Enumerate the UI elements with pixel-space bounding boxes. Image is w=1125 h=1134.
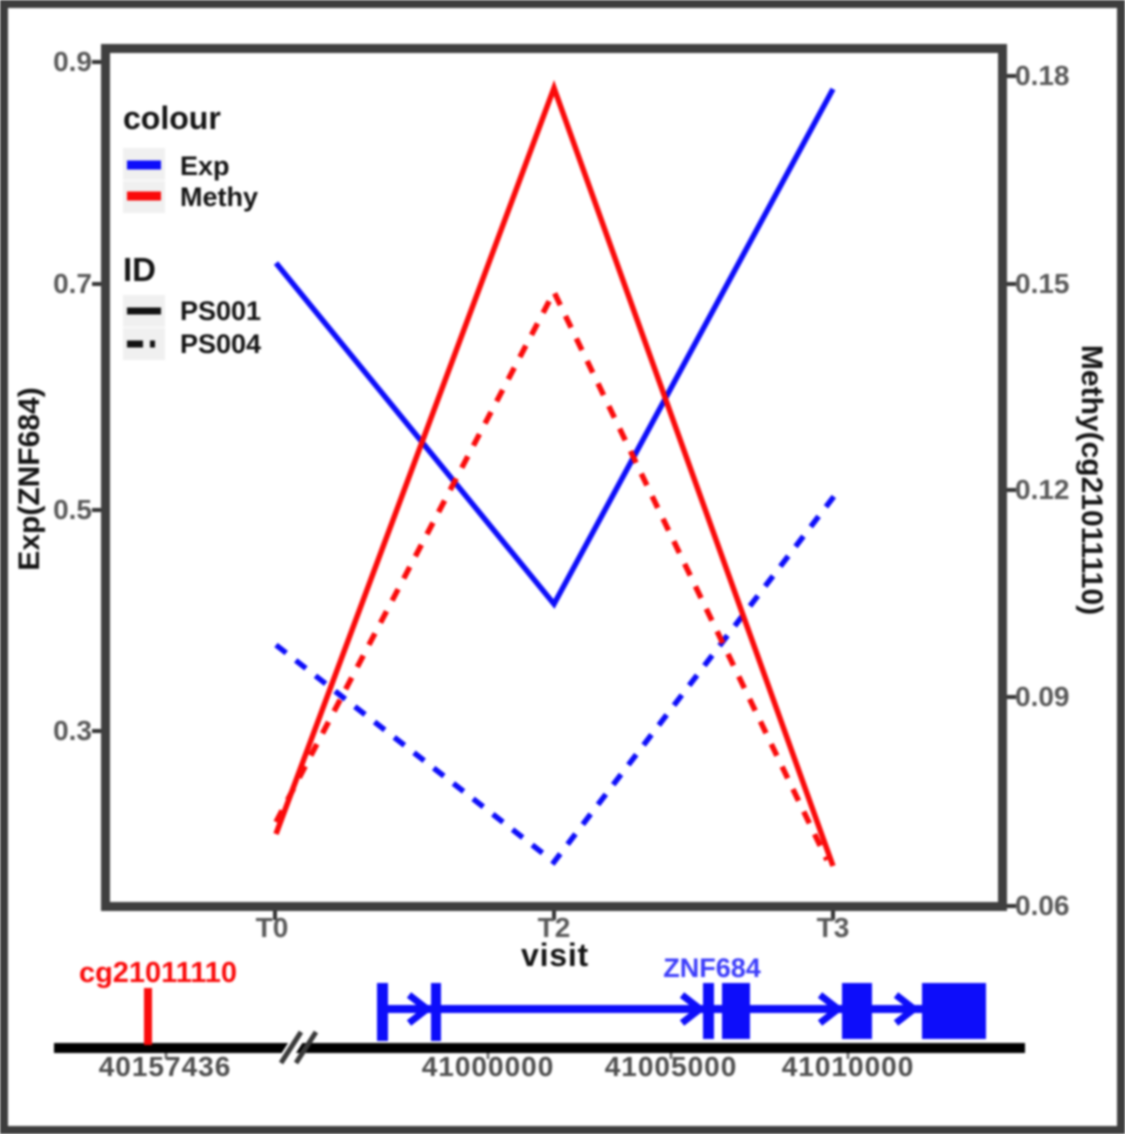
svg-text:ZNF684: ZNF684 [663, 953, 761, 983]
svg-text:41010000: 41010000 [782, 1051, 915, 1082]
svg-text:0.15: 0.15 [1015, 268, 1070, 299]
svg-text:Methy(cg21011110): Methy(cg21011110) [1075, 345, 1108, 615]
svg-text:PS001: PS001 [180, 296, 261, 326]
svg-text:0.12: 0.12 [1015, 474, 1070, 505]
svg-text:41005000: 41005000 [605, 1051, 738, 1082]
svg-text:0.5: 0.5 [53, 494, 92, 525]
svg-text:0.7: 0.7 [53, 268, 92, 299]
svg-text:Methy: Methy [180, 182, 258, 212]
svg-text:T2: T2 [538, 912, 571, 943]
svg-text:0.9: 0.9 [53, 46, 92, 77]
svg-text:ID: ID [123, 251, 156, 288]
svg-text:cg21011110: cg21011110 [79, 957, 237, 989]
svg-text:Exp(ZNF684): Exp(ZNF684) [13, 387, 46, 570]
svg-text:T3: T3 [817, 912, 850, 943]
svg-text:Exp: Exp [180, 151, 230, 181]
svg-text:PS004: PS004 [180, 329, 261, 359]
svg-text:0.09: 0.09 [1015, 681, 1070, 712]
svg-text:T0: T0 [256, 912, 289, 943]
svg-text:41000000: 41000000 [422, 1051, 555, 1082]
svg-text:0.3: 0.3 [53, 715, 92, 746]
svg-text:colour: colour [123, 100, 221, 136]
svg-text:visit: visit [521, 937, 589, 973]
svg-text:0.18: 0.18 [1015, 60, 1070, 91]
svg-text:40157436: 40157436 [99, 1051, 232, 1082]
svg-text:0.06: 0.06 [1015, 890, 1070, 921]
